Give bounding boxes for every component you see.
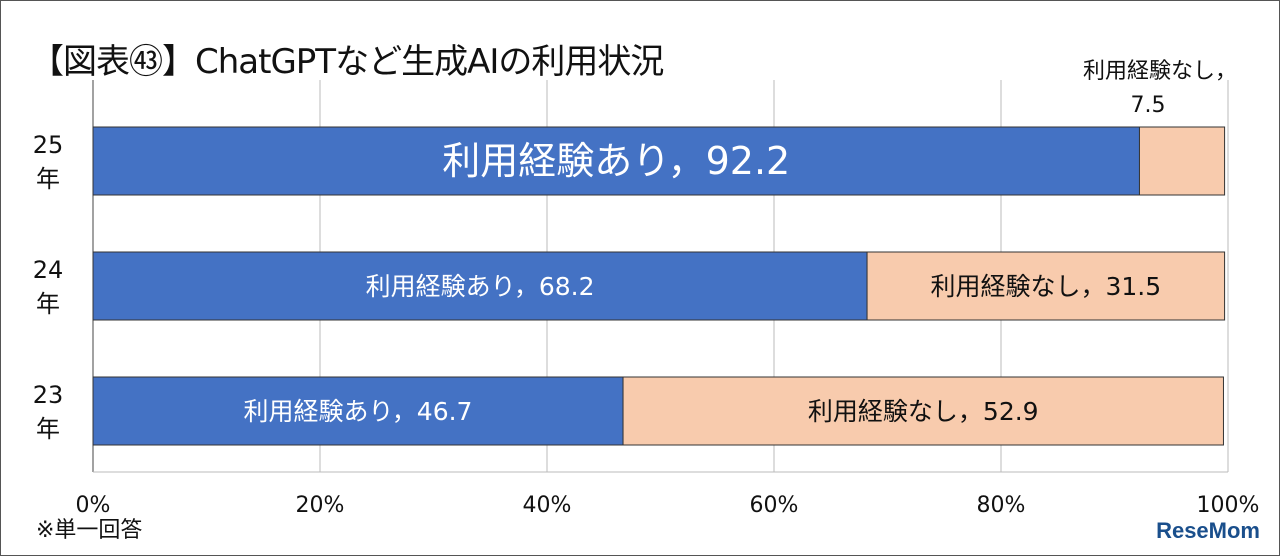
bar-segment: [622, 376, 1224, 446]
data-label: 利用経験なし，31.5: [930, 272, 1161, 301]
bar-segment: [92, 126, 1140, 196]
data-label: 利用経験あり，46.7: [244, 397, 473, 426]
bar-segment: [92, 376, 624, 446]
y-tick-label: 24: [33, 256, 64, 284]
data-label: 利用経験あり，68.2: [366, 272, 595, 301]
y-tick-label: 年: [36, 415, 60, 443]
x-tick-label: 40%: [523, 493, 572, 518]
x-tick-label: 100%: [1197, 493, 1260, 518]
bar-segment: [1138, 126, 1226, 196]
data-label: 利用経験なし，52.9: [808, 397, 1039, 426]
bar-segment: [92, 251, 868, 321]
data-label: 7.5: [1131, 93, 1166, 118]
bar-segment: [866, 251, 1226, 321]
x-tick-label: 0%: [76, 493, 111, 518]
y-tick-label: 23: [33, 381, 64, 409]
y-tick-label: 年: [36, 165, 60, 193]
y-tick-label: 25: [33, 131, 64, 159]
x-tick-label: 20%: [296, 493, 345, 518]
x-tick-label: 80%: [977, 493, 1026, 518]
data-label: 利用経験あり，92.2: [442, 139, 790, 183]
footnote: ※単一回答: [36, 518, 143, 543]
data-label: 利用経験なし，: [1083, 59, 1237, 84]
watermark-logo: ReseMom: [1156, 518, 1260, 543]
y-tick-label: 年: [36, 290, 60, 318]
x-tick-label: 60%: [750, 493, 799, 518]
chart-title: 【図表㊸】ChatGPTなど生成AIの利用状況: [30, 42, 664, 82]
